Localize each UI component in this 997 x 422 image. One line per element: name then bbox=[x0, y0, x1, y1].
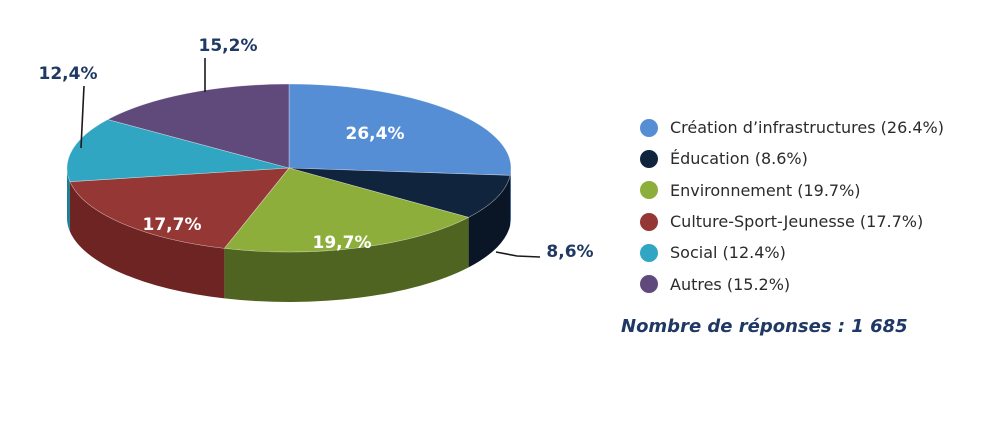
pie-labels: 26,4% 8,6% 19,7% 17,7% 12,4% 15,2% bbox=[39, 36, 594, 262]
pie-slice-culture-sport-jeunesse bbox=[69, 167, 290, 249]
legend-label: Culture-Sport-Jeunesse (17.7%) bbox=[670, 212, 924, 232]
legend-marker bbox=[640, 275, 658, 294]
pie-sides bbox=[67, 168, 511, 302]
legend-item-culture-sport-jeunesse: Culture-Sport-Jeunesse (17.7%) bbox=[640, 206, 944, 237]
legend-marker bbox=[640, 181, 658, 200]
pie-side--ducation bbox=[468, 175, 511, 268]
pie-slice-cr-ation-d-infrastructures bbox=[288, 83, 512, 176]
legend-item-environnement: Environnement (19.7%) bbox=[640, 175, 944, 206]
pie-tops bbox=[66, 83, 512, 253]
pie-leader-lines bbox=[80, 58, 541, 258]
slice-value-label: 26,4% bbox=[346, 124, 405, 144]
legend-label: Social (12.4%) bbox=[670, 243, 786, 263]
pie-side-social bbox=[67, 168, 70, 232]
pie-side-culture-sport-jeunesse bbox=[69, 181, 225, 299]
legend-label: Autres (15.2%) bbox=[670, 274, 791, 294]
pie-slice-environnement bbox=[223, 167, 470, 253]
pie-slice-social bbox=[66, 119, 290, 182]
legend-marker bbox=[640, 149, 658, 168]
response-count-note: Nombre de réponses : 1 685 bbox=[621, 316, 908, 337]
slice-value-label: 15,2% bbox=[199, 36, 258, 56]
slice-value-label: 8,6% bbox=[546, 242, 593, 262]
legend-marker bbox=[640, 212, 658, 231]
pie-slice-autres bbox=[106, 83, 290, 169]
legend-marker bbox=[640, 243, 658, 262]
legend-label: Éducation (8.6%) bbox=[670, 149, 808, 169]
pie-side-environnement bbox=[224, 217, 469, 302]
pie-chart: 26,4% 8,6% 19,7% 17,7% 12,4% 15,2% bbox=[39, 36, 594, 302]
pie-side-cr-ation-d-infrastructures bbox=[510, 168, 511, 226]
slice-value-label: 17,7% bbox=[143, 215, 202, 235]
leader-line bbox=[495, 251, 541, 258]
slice-value-label: 12,4% bbox=[39, 64, 98, 84]
legend-marker bbox=[640, 118, 658, 137]
slice-value-label: 19,7% bbox=[313, 233, 372, 253]
legend-item-autres: Autres (15.2%) bbox=[640, 268, 944, 299]
legend-item-education: Éducation (8.6%) bbox=[640, 143, 944, 174]
legend-item-infrastructures: Création d’infrastructures (26.4%) bbox=[640, 112, 944, 143]
pie-slice--ducation bbox=[288, 167, 511, 218]
legend-label: Création d’infrastructures (26.4%) bbox=[670, 118, 944, 138]
legend-label: Environnement (19.7%) bbox=[670, 180, 861, 200]
legend-item-social: Social (12.4%) bbox=[640, 237, 944, 268]
leader-line bbox=[80, 85, 85, 149]
legend: Création d’infrastructures (26.4%) Éduca… bbox=[640, 112, 944, 300]
